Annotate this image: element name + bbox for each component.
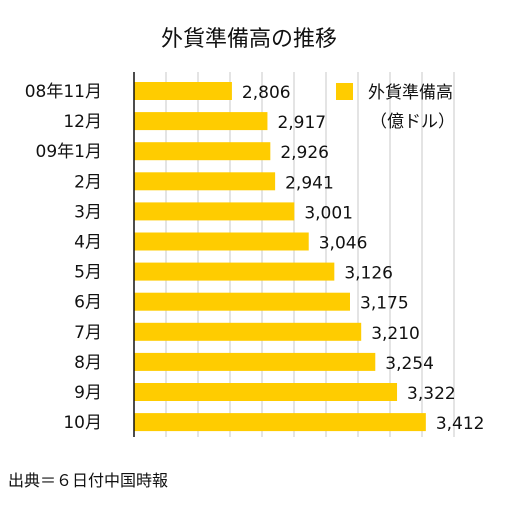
chart-title: 外貨準備高の推移 bbox=[161, 27, 337, 52]
value-label: 3,210 bbox=[371, 324, 420, 344]
legend: 外貨準備高 （億ドル） bbox=[336, 83, 455, 132]
category-label: 4月 bbox=[74, 233, 102, 253]
bar bbox=[134, 352, 376, 371]
value-labels: 2,806 2,917 2,926 2,941 3,001 3,046 3,126 3,175… bbox=[242, 83, 485, 434]
category-label: 09年1月 bbox=[36, 142, 102, 162]
bars bbox=[134, 82, 426, 432]
value-label: 3,412 bbox=[436, 414, 485, 434]
bar bbox=[134, 292, 350, 311]
value-label: 2,941 bbox=[285, 173, 334, 193]
category-label: 6月 bbox=[74, 293, 102, 313]
value-label: 2,926 bbox=[280, 143, 329, 163]
value-label: 3,046 bbox=[319, 234, 368, 254]
bar bbox=[134, 172, 276, 191]
category-label: 10月 bbox=[63, 413, 102, 433]
bar bbox=[134, 262, 335, 281]
legend-unit: （億ドル） bbox=[370, 112, 455, 132]
grid-lines bbox=[165, 72, 455, 437]
bar bbox=[134, 413, 426, 432]
legend-series-name: 外貨準備高 bbox=[368, 83, 453, 103]
bar bbox=[134, 383, 398, 401]
bar bbox=[134, 232, 309, 251]
category-label: 5月 bbox=[74, 263, 102, 283]
category-label: 12月 bbox=[63, 112, 102, 132]
category-label: 9月 bbox=[74, 383, 102, 403]
category-label: 08年11月 bbox=[25, 82, 102, 102]
category-label: 3月 bbox=[74, 202, 102, 222]
value-label: 3,126 bbox=[344, 264, 393, 284]
category-label: 8月 bbox=[74, 353, 102, 373]
category-label: 7月 bbox=[74, 323, 102, 343]
bar bbox=[134, 142, 271, 161]
legend-swatch bbox=[336, 83, 353, 100]
value-label: 3,254 bbox=[385, 354, 434, 374]
value-label: 2,806 bbox=[242, 83, 291, 103]
bar bbox=[134, 202, 295, 221]
value-label: 3,322 bbox=[407, 384, 456, 404]
bar bbox=[134, 82, 232, 100]
value-label: 2,917 bbox=[277, 113, 326, 133]
bar bbox=[134, 112, 268, 131]
value-label: 3,175 bbox=[360, 294, 409, 314]
category-label: 2月 bbox=[74, 172, 102, 192]
bar bbox=[134, 322, 362, 341]
value-label: 3,001 bbox=[304, 203, 353, 223]
chart-source: 出典＝６日付中国時報 bbox=[8, 471, 168, 490]
category-labels: 08年11月 12月 09年1月 2月 3月 4月 5月 6月 7月 8月 9月 10月 bbox=[25, 82, 102, 433]
